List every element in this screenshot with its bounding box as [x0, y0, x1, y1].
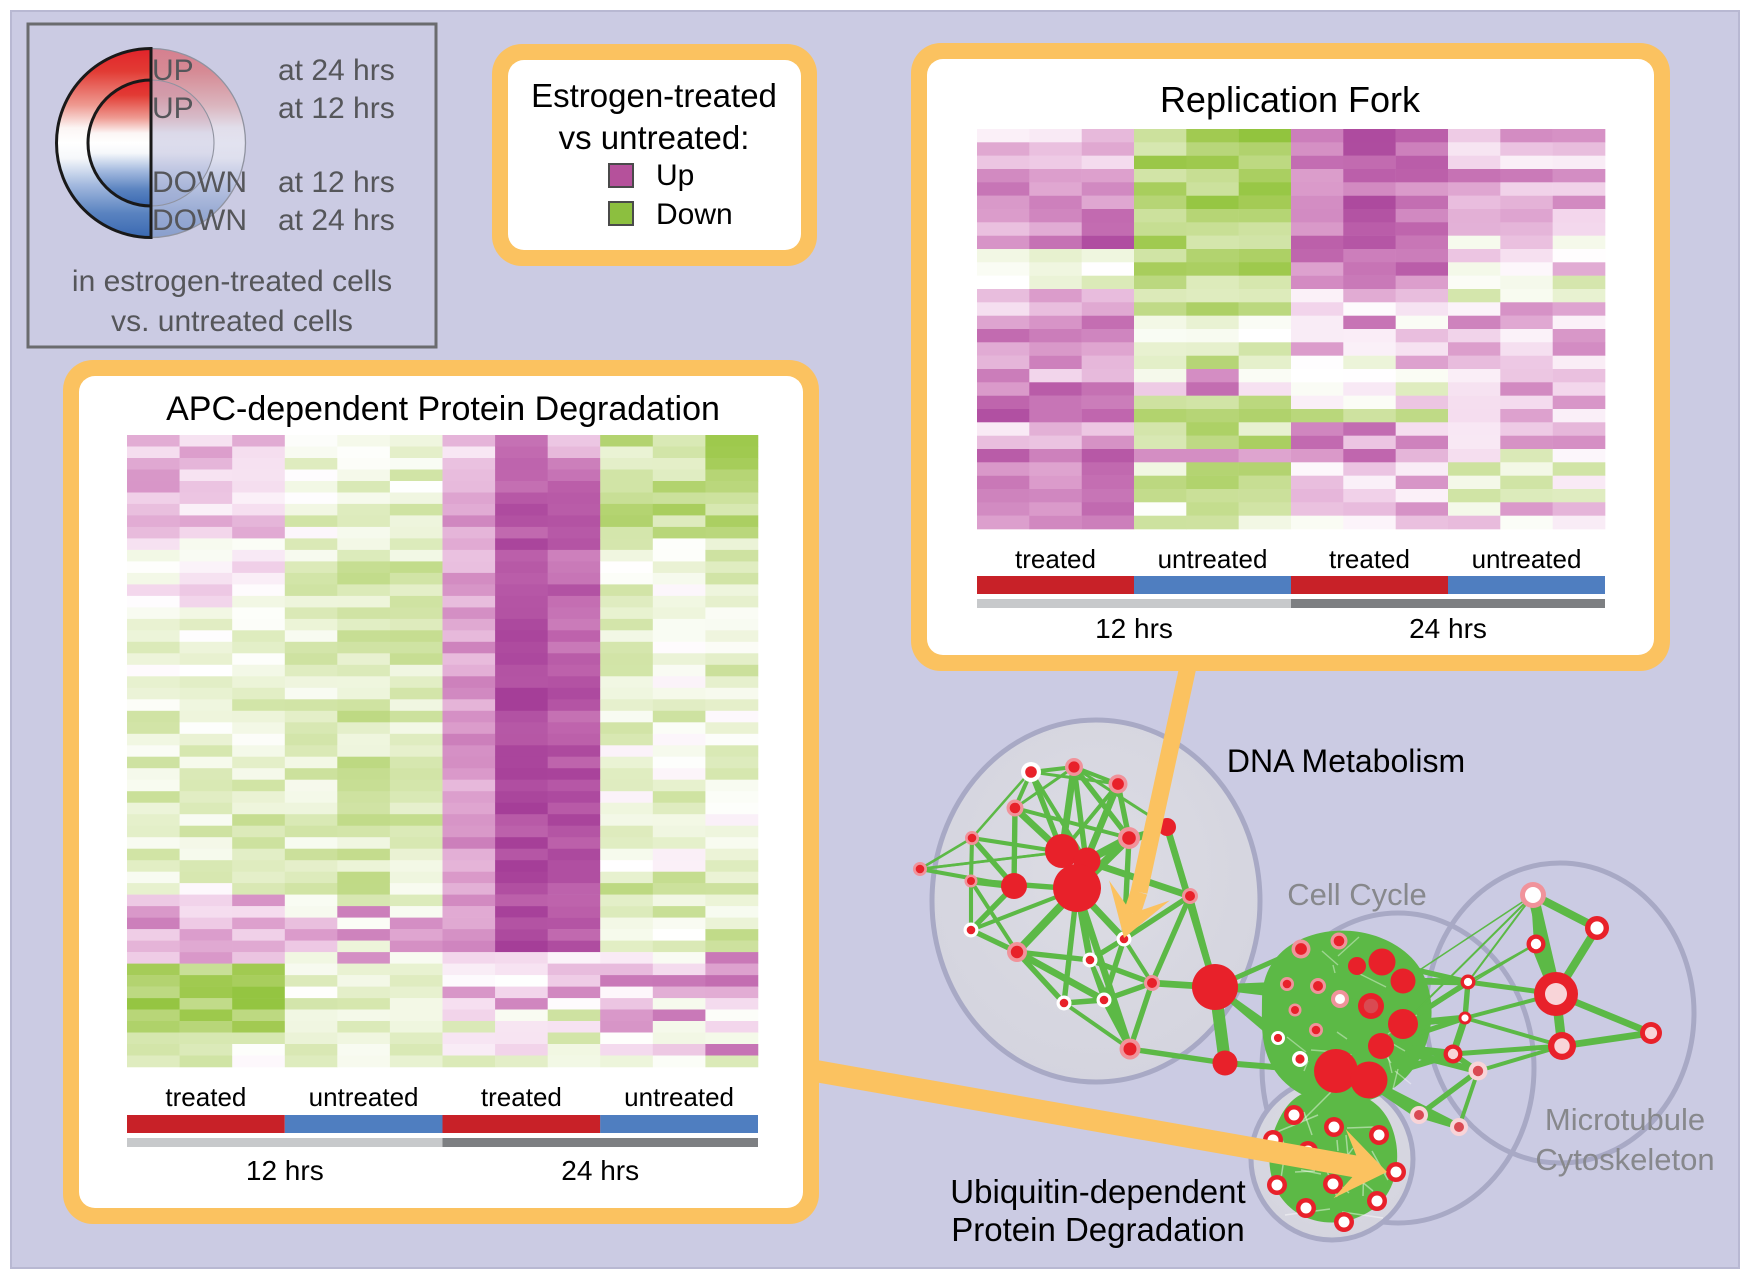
svg-text:UP: UP: [152, 92, 194, 125]
svg-text:treated: treated: [481, 1082, 562, 1112]
svg-text:at 12 hrs: at 12 hrs: [278, 166, 395, 199]
svg-text:treated: treated: [1015, 544, 1096, 574]
svg-text:UP: UP: [152, 54, 194, 87]
svg-text:DOWN: DOWN: [152, 166, 247, 199]
svg-text:Microtubule: Microtubule: [1545, 1102, 1705, 1137]
svg-text:24 hrs: 24 hrs: [1409, 613, 1487, 644]
svg-text:Replication Fork: Replication Fork: [1160, 79, 1421, 120]
svg-text:Up: Up: [656, 159, 694, 192]
svg-text:untreated: untreated: [1472, 544, 1582, 574]
svg-text:12 hrs: 12 hrs: [246, 1155, 324, 1186]
svg-text:at 12 hrs: at 12 hrs: [278, 92, 395, 125]
svg-text:vs untreated:: vs untreated:: [559, 119, 750, 156]
svg-text:treated: treated: [165, 1082, 246, 1112]
svg-text:at 24 hrs: at 24 hrs: [278, 204, 395, 237]
svg-text:DOWN: DOWN: [152, 204, 247, 237]
svg-text:treated: treated: [1329, 544, 1410, 574]
svg-text:untreated: untreated: [309, 1082, 419, 1112]
svg-text:Down: Down: [656, 198, 733, 231]
svg-text:Protein Degradation: Protein Degradation: [951, 1211, 1245, 1248]
svg-text:Ubiquitin-dependent: Ubiquitin-dependent: [950, 1173, 1245, 1210]
svg-text:in estrogen-treated cells: in estrogen-treated cells: [72, 265, 392, 298]
svg-text:DNA Metabolism: DNA Metabolism: [1227, 743, 1465, 779]
svg-text:untreated: untreated: [1158, 544, 1268, 574]
svg-text:Cytoskeleton: Cytoskeleton: [1535, 1142, 1714, 1177]
svg-text:Cell Cycle: Cell Cycle: [1287, 877, 1427, 912]
svg-text:12 hrs: 12 hrs: [1095, 613, 1173, 644]
svg-text:untreated: untreated: [624, 1082, 734, 1112]
svg-text:at 24 hrs: at 24 hrs: [278, 54, 395, 87]
svg-text:24 hrs: 24 hrs: [561, 1155, 639, 1186]
svg-text:vs. untreated cells: vs. untreated cells: [111, 305, 353, 338]
svg-text:APC-dependent Protein Degradat: APC-dependent Protein Degradation: [166, 390, 720, 428]
svg-text:Estrogen-treated: Estrogen-treated: [531, 77, 777, 114]
